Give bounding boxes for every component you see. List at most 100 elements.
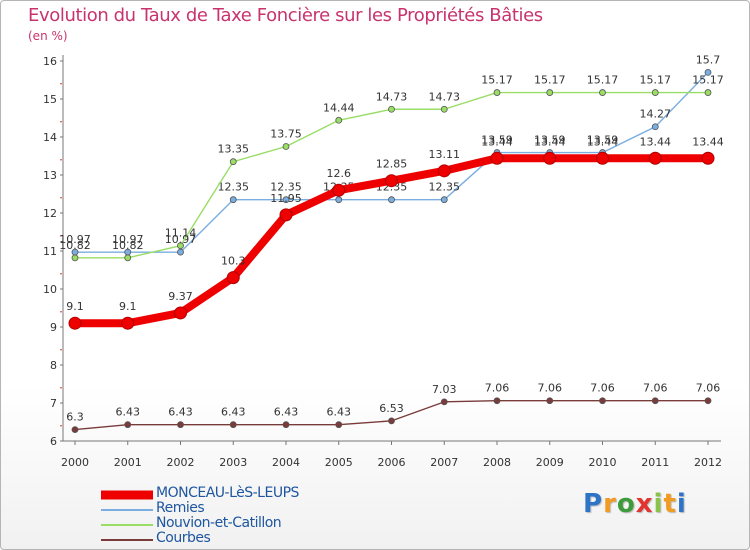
- data-point: [332, 183, 346, 197]
- data-label: 7.06: [538, 382, 563, 395]
- data-label: 6.43: [168, 406, 193, 419]
- y-tick-label: 12: [43, 207, 57, 220]
- data-label: 12.35: [218, 181, 250, 194]
- data-point: [388, 196, 395, 204]
- x-tick-label: 2005: [325, 456, 353, 469]
- data-label: 7.03: [432, 383, 457, 396]
- data-point: [124, 254, 132, 262]
- data-point: [282, 421, 290, 429]
- logo-letter: P: [583, 489, 604, 519]
- data-point: [71, 426, 79, 434]
- data-point: [229, 196, 237, 204]
- legend-swatch: [101, 523, 153, 526]
- data-label: 13.59: [587, 134, 619, 147]
- data-label: 6.43: [116, 406, 141, 419]
- y-tick-label: 15: [43, 93, 57, 106]
- data-point: [229, 421, 237, 429]
- data-label: 12.35: [429, 181, 461, 194]
- x-tick-label: 2003: [219, 456, 247, 469]
- chart-title: Evolution du Taux de Taxe Foncière sur l…: [28, 5, 543, 26]
- data-point: [335, 196, 343, 204]
- data-point: [174, 306, 187, 320]
- x-tick-label: 2011: [641, 456, 669, 469]
- logo-letter: o: [616, 489, 636, 519]
- data-label: 13.11: [429, 148, 461, 161]
- x-tick-label: 2006: [378, 456, 406, 469]
- data-point: [546, 397, 554, 405]
- data-point: [68, 316, 82, 330]
- data-label: 13.44: [534, 135, 566, 148]
- data-point: [704, 69, 712, 76]
- data-label: 6.3: [66, 411, 84, 424]
- data-point: [121, 316, 135, 330]
- data-label: 11.14: [165, 227, 197, 240]
- legend-label: Courbes: [156, 530, 211, 546]
- data-label: 14.73: [376, 90, 408, 103]
- data-point: [543, 151, 557, 165]
- data-point: [71, 254, 79, 262]
- data-label: 6.43: [274, 406, 299, 419]
- data-label: 6.53: [379, 402, 404, 415]
- data-label: 10.82: [59, 239, 91, 252]
- data-label: 13.44: [692, 135, 724, 148]
- data-point: [493, 89, 501, 96]
- data-label: 7.06: [643, 382, 668, 395]
- logo-letter: i: [676, 489, 687, 519]
- data-point: [490, 151, 504, 165]
- data-label: 13.75: [270, 128, 302, 141]
- y-tick-label: 10: [43, 283, 57, 296]
- x-tick-label: 2008: [483, 456, 511, 469]
- data-point: [335, 116, 343, 124]
- data-label: 13.59: [534, 134, 566, 147]
- data-point: [282, 143, 290, 150]
- data-point: [704, 89, 712, 96]
- data-point: [599, 89, 606, 96]
- data-point: [440, 196, 448, 204]
- y-tick-label: 7: [50, 397, 57, 410]
- logo-letter: i: [653, 489, 664, 519]
- data-point: [440, 105, 448, 113]
- data-label: 10.97: [165, 233, 197, 246]
- data-point: [229, 158, 237, 166]
- y-tick-label: 9: [50, 321, 57, 334]
- data-label: 10.97: [59, 233, 91, 246]
- y-tick-label: 14: [43, 131, 57, 144]
- data-point: [651, 397, 659, 405]
- legend-label: MONCEAU-LèS-LEUPS: [156, 485, 299, 501]
- data-point: [596, 151, 609, 165]
- data-point: [335, 421, 343, 429]
- y-tick-label: 13: [43, 169, 57, 182]
- x-tick-label: 2010: [589, 456, 617, 469]
- data-label: 13.44: [481, 135, 513, 148]
- data-label: 7.06: [696, 382, 721, 395]
- data-label: 14.44: [323, 101, 355, 114]
- x-tick-label: 2009: [536, 456, 564, 469]
- data-label: 15.17: [640, 74, 672, 87]
- data-label: 13.44: [640, 135, 672, 148]
- data-label: 15.17: [481, 74, 513, 87]
- x-tick-label: 2004: [272, 456, 300, 469]
- data-label: 6.43: [327, 406, 352, 419]
- data-point: [226, 271, 240, 285]
- data-point: [388, 417, 395, 425]
- data-label: 12.6: [327, 167, 352, 180]
- logo-letter: x: [635, 489, 654, 519]
- data-label: 12.85: [376, 158, 408, 171]
- x-tick-label: 2000: [61, 456, 89, 469]
- x-tick-label: 2001: [114, 456, 142, 469]
- data-label: 9.37: [168, 290, 193, 303]
- data-label: 10.3: [221, 255, 246, 268]
- data-label: 9.1: [119, 300, 137, 313]
- data-point: [599, 397, 606, 405]
- data-label: 15.17: [587, 74, 619, 87]
- data-point: [388, 105, 395, 113]
- data-label: 11.95: [270, 192, 302, 205]
- data-point: [385, 174, 398, 188]
- data-point: [437, 164, 451, 178]
- data-label: 14.27: [640, 108, 672, 121]
- data-point: [177, 242, 184, 250]
- data-label: 15.17: [692, 74, 724, 87]
- legend-swatch: [101, 490, 153, 499]
